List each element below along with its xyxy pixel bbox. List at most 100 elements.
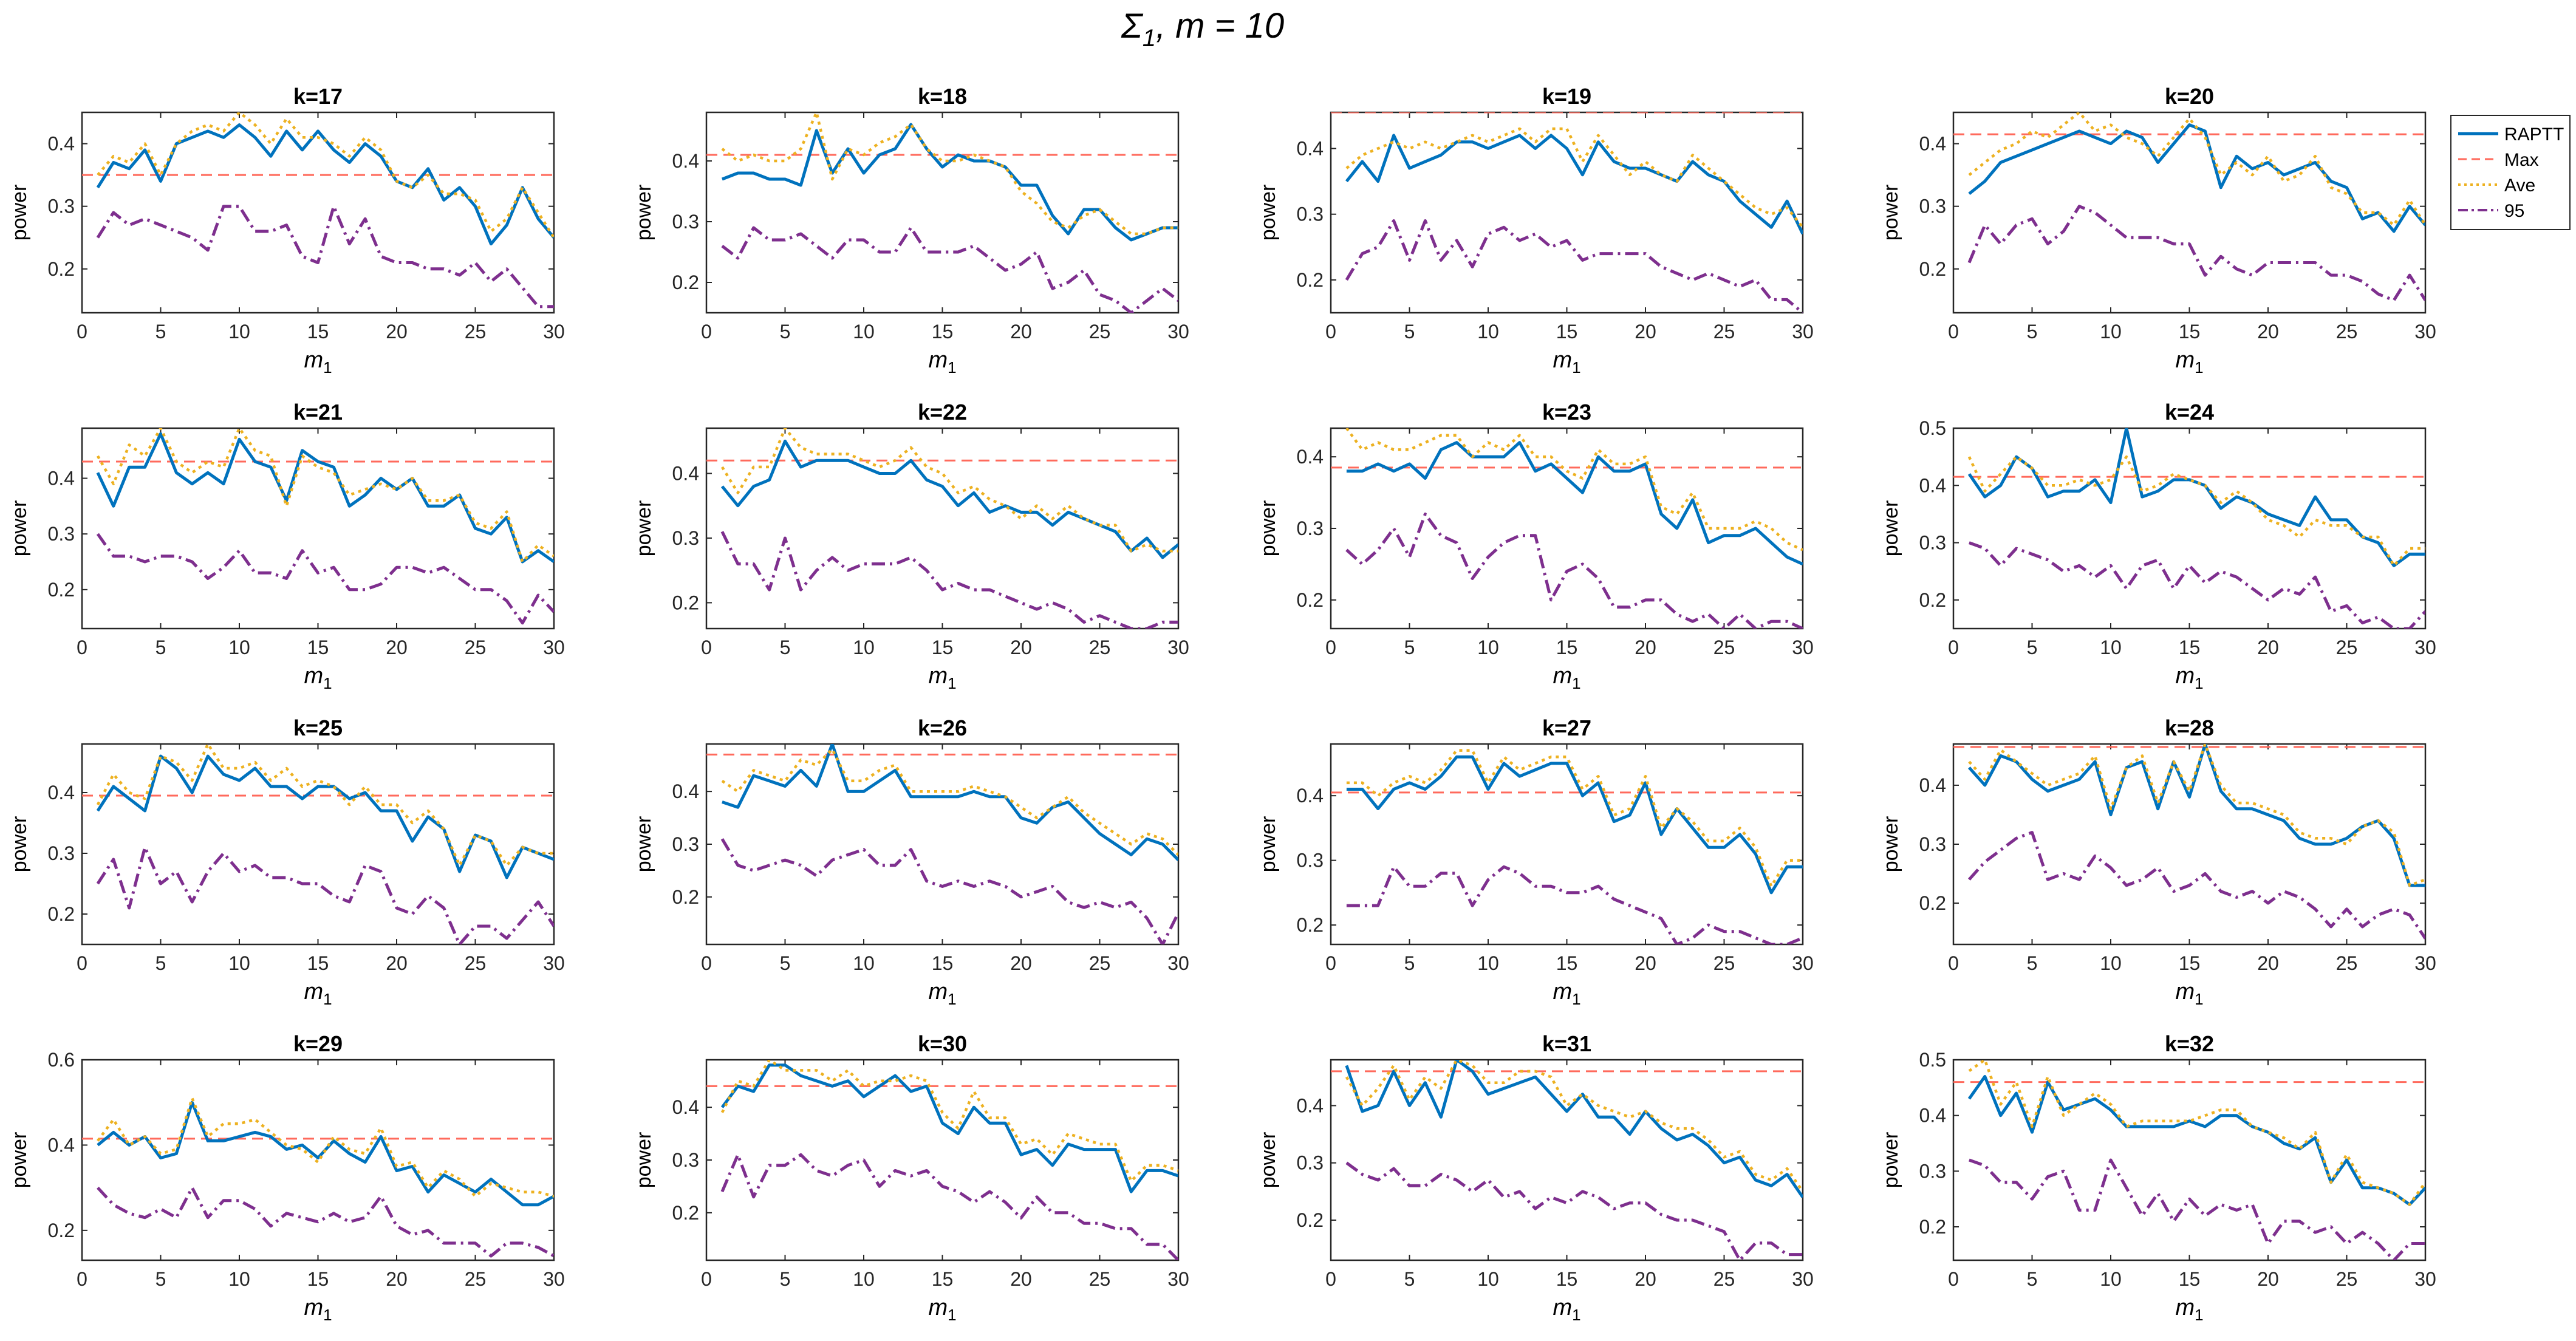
y-tick-label: 0.4 <box>1297 446 1324 468</box>
legend: RAPTT Max Ave 95 <box>2450 115 2571 230</box>
x-axis-label: m1 <box>2175 979 2203 1008</box>
legend-label: Max <box>2504 150 2539 170</box>
series-raptt <box>722 744 1178 861</box>
x-tick-label: 20 <box>1010 952 1032 974</box>
series-95 <box>720 531 1178 629</box>
x-tick-label: 5 <box>155 1268 166 1290</box>
y-tick-label: 0.4 <box>1919 474 1946 496</box>
x-tick-label: 25 <box>1713 1268 1735 1290</box>
y-tick-label: 0.4 <box>1297 138 1324 160</box>
series-95 <box>1345 219 1803 313</box>
x-tick-label: 10 <box>1477 952 1499 974</box>
plot-area <box>1952 743 2427 946</box>
y-tick-label: 0.2 <box>48 903 75 925</box>
y-tick-label: 0.3 <box>48 196 75 217</box>
y-tick-label: 0.2 <box>1297 914 1324 936</box>
x-tick-label: 5 <box>1404 321 1415 343</box>
x-tick-label: 25 <box>1713 636 1735 658</box>
x-tick-label: 10 <box>228 1268 250 1290</box>
series-95 <box>721 226 1178 313</box>
plot-area <box>1952 1059 2427 1261</box>
y-tick-label: 0.4 <box>1919 1105 1946 1127</box>
y-tick-label: 0.2 <box>1297 269 1324 291</box>
x-tick-label: 20 <box>1010 321 1032 343</box>
x-tick-label: 25 <box>465 321 487 343</box>
plot-area <box>705 743 1180 946</box>
subplot-title: k=23 <box>1542 400 1591 425</box>
x-tick-label: 30 <box>1792 1268 1814 1290</box>
series-raptt <box>1346 441 1803 566</box>
y-tick-label: 0.6 <box>48 1049 75 1071</box>
x-axis-label: m1 <box>304 1295 332 1324</box>
y-tick-label: 0.4 <box>48 468 75 490</box>
x-tick-label: 10 <box>853 636 875 658</box>
series-ave <box>721 748 1178 856</box>
y-tick-label: 0.3 <box>1297 517 1324 539</box>
series-95 <box>97 1186 554 1258</box>
x-tick-label: 20 <box>1635 1268 1656 1290</box>
series-ave <box>1345 1060 1803 1193</box>
x-tick-label: 30 <box>1792 321 1814 343</box>
plot-area <box>1330 111 1804 314</box>
plot-area <box>705 427 1180 630</box>
x-axis-label: m1 <box>2175 1295 2203 1324</box>
y-axis-label: power <box>1257 1132 1280 1189</box>
x-axis-label: m1 <box>1553 1295 1580 1324</box>
series-raptt <box>720 1063 1178 1193</box>
x-tick-label: 10 <box>2100 952 2122 974</box>
y-tick-label: 0.3 <box>48 523 75 545</box>
x-tick-label: 15 <box>932 321 954 343</box>
subplot-grid: k=17 0 5 10 15 20 25 30 0.2 0.3 0.4 m1 power k=18 0 5 10… <box>8 84 2436 1324</box>
x-axis-label: m1 <box>928 979 956 1008</box>
y-tick-label: 0.4 <box>672 1096 699 1118</box>
y-axis-label: power <box>1879 500 1902 557</box>
x-tick-label: 10 <box>2100 1268 2122 1290</box>
series-raptt <box>1346 755 1803 895</box>
x-tick-label: 0 <box>77 636 87 658</box>
subplot-k-18: k=18 0 5 10 15 20 25 30 0.2 0.3 0.4 m1 power <box>632 84 1189 377</box>
x-tick-label: 0 <box>1948 1268 1959 1290</box>
x-tick-label: 0 <box>1325 952 1336 974</box>
x-tick-label: 20 <box>1010 636 1032 658</box>
x-tick-label: 5 <box>155 952 166 974</box>
series-raptt <box>96 432 554 564</box>
y-tick-label: 0.2 <box>672 886 699 908</box>
y-axis-label: power <box>632 185 655 241</box>
x-tick-label: 25 <box>465 1268 487 1290</box>
x-tick-label: 15 <box>2179 636 2201 658</box>
subplot-k-23: k=23 0 5 10 15 20 25 30 0.2 0.3 0.4 m1 power <box>1257 400 1814 692</box>
series-95 <box>96 205 554 309</box>
x-tick-label: 20 <box>1010 1268 1032 1290</box>
x-tick-label: 25 <box>1089 952 1111 974</box>
subplot-k-17: k=17 0 5 10 15 20 25 30 0.2 0.3 0.4 m1 power <box>8 84 565 377</box>
x-tick-label: 5 <box>2027 636 2038 658</box>
x-tick-label: 10 <box>853 952 875 974</box>
series-raptt <box>1345 1060 1803 1198</box>
x-axis-label: m1 <box>304 979 332 1008</box>
series-ave <box>96 428 554 564</box>
subplot-title: k=21 <box>293 400 343 425</box>
x-tick-label: 30 <box>1167 636 1189 658</box>
x-tick-label: 0 <box>77 321 87 343</box>
series-95 <box>1968 831 2425 940</box>
x-tick-label: 15 <box>1556 321 1578 343</box>
x-axis-label: m1 <box>928 347 956 377</box>
x-tick-label: 25 <box>2336 636 2358 658</box>
subplot-title: k=25 <box>293 715 343 740</box>
x-tick-label: 10 <box>228 952 250 974</box>
x-tick-label: 0 <box>701 636 712 658</box>
x-tick-label: 0 <box>701 1268 712 1290</box>
x-tick-label: 0 <box>701 952 712 974</box>
x-tick-label: 10 <box>1477 1268 1499 1290</box>
x-tick-label: 20 <box>1635 321 1656 343</box>
y-tick-label: 0.3 <box>672 527 699 549</box>
series-raptt <box>1968 744 2425 887</box>
series-raptt <box>1967 1075 2425 1206</box>
subplot-title: k=29 <box>293 1031 343 1056</box>
y-tick-label: 0.2 <box>1919 589 1946 611</box>
x-tick-label: 20 <box>386 1268 408 1290</box>
y-tick-label: 0.2 <box>1297 589 1324 611</box>
y-tick-label: 0.3 <box>672 1149 699 1171</box>
y-tick-label: 0.2 <box>672 1202 699 1224</box>
